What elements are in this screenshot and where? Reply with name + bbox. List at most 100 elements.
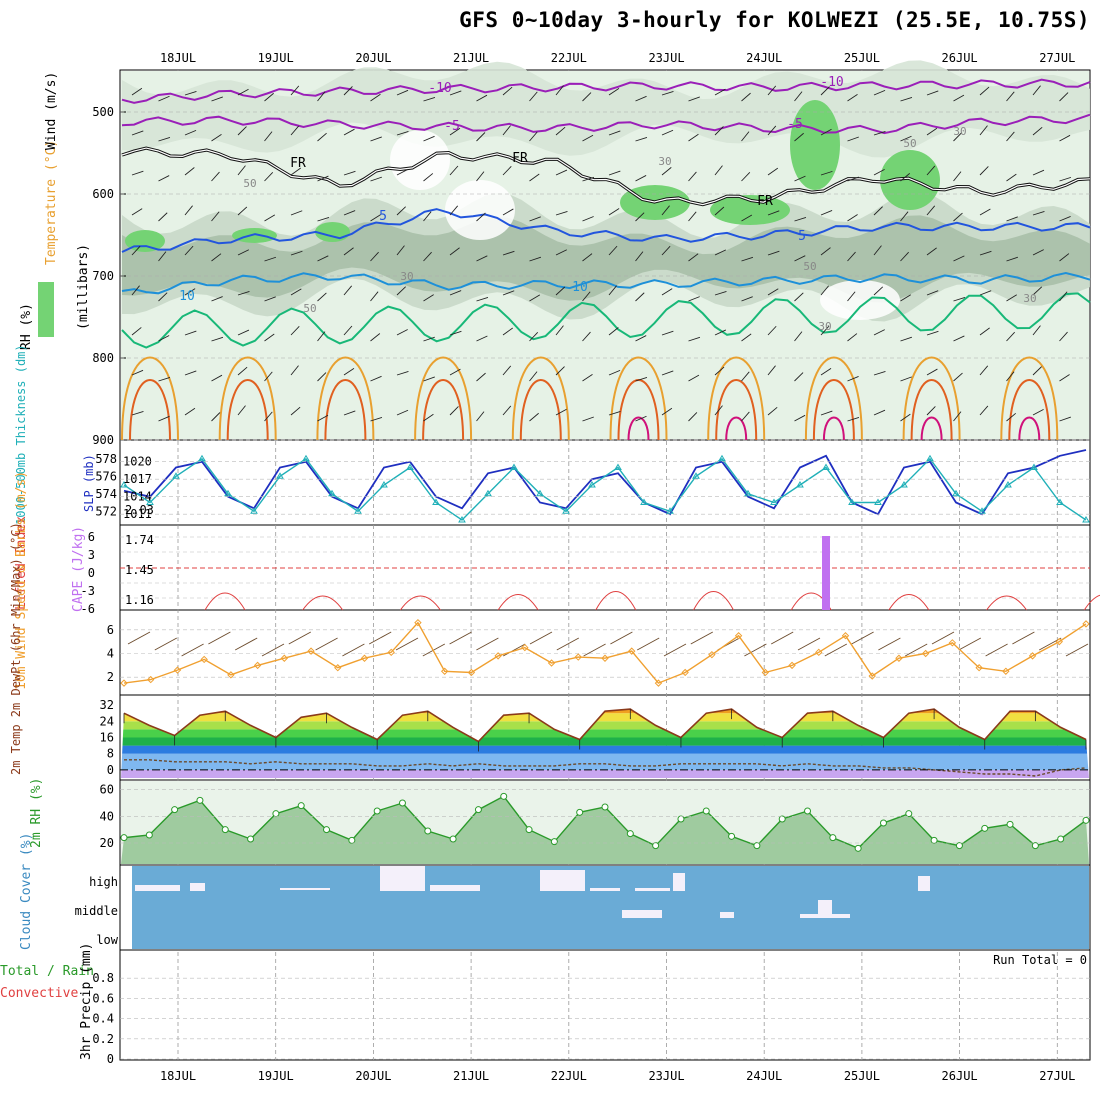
wind-barb [608, 285, 617, 296]
contour-label: 10 [572, 280, 588, 295]
rh-marker [930, 836, 938, 844]
wind-barb [290, 325, 300, 336]
wind-barb [529, 256, 542, 262]
thickness-marker [380, 481, 388, 488]
wind-barb-10m [610, 631, 633, 645]
temperature-contour-15 [121, 292, 1091, 349]
wind-barb [131, 208, 143, 216]
date-label-bottom: 27JUL [1039, 1069, 1075, 1083]
wind-barb [661, 167, 672, 176]
thickness-marker [172, 472, 180, 479]
wind-barb [555, 211, 568, 216]
wind-barb [582, 176, 595, 182]
wind-barb [1006, 131, 1015, 142]
wind-barb [317, 331, 326, 342]
wind-barb [900, 173, 911, 182]
cloud-high-block [380, 866, 425, 891]
wind-barb-10m [234, 637, 258, 651]
temperature-contour [121, 113, 1091, 135]
lifted-index-curve [302, 595, 344, 611]
thickness-marker [796, 481, 804, 488]
cloud-high-block [590, 888, 620, 891]
wind-barb-10m [127, 631, 151, 645]
wind-barb [502, 125, 511, 136]
wind-barb-10m [824, 643, 848, 657]
cape-tick: 1.74 [125, 533, 154, 547]
wind-barb [794, 217, 807, 222]
panel-frame [119, 609, 1091, 696]
wind-barb [264, 296, 276, 302]
wind-barb [237, 405, 246, 416]
date-label-bottom: 25JUL [844, 1069, 880, 1083]
precip-tick: 0.6 [92, 991, 114, 1005]
lifted-tick: -6 [81, 602, 95, 616]
wind-barb [158, 175, 170, 182]
wind-barb-10m [878, 637, 901, 651]
temperature-contour [121, 271, 1091, 295]
lifted-tick: 6 [88, 530, 95, 544]
wind-speed-marker [521, 643, 529, 652]
date-label-bottom: 20JUL [355, 1069, 391, 1083]
wind-barb [661, 205, 670, 216]
wind-barb [184, 245, 194, 256]
wind-barb [1006, 294, 1017, 302]
wind-speed-marker [815, 648, 823, 657]
thickness-marker [510, 463, 518, 470]
temperature-contour-25 [910, 379, 953, 441]
thickness-marker [822, 463, 830, 470]
wind-barb [423, 413, 434, 422]
wind-barb [953, 255, 965, 262]
wind-barb-10m [422, 643, 446, 657]
wind-barb [423, 336, 436, 342]
temperature-contour-25 [324, 379, 367, 441]
slp-line [123, 449, 1087, 516]
wind-barb [1032, 211, 1045, 216]
wind-speed-line [123, 621, 1087, 684]
wind-barb [264, 92, 274, 102]
rh-marker [348, 836, 356, 844]
cloud-high-block [673, 873, 685, 891]
wind-barb [635, 376, 648, 382]
wind-barb [741, 296, 753, 302]
wind-barb [794, 91, 803, 102]
rh-marker [1082, 816, 1090, 824]
wind-barb [714, 291, 727, 296]
precip-tick: 0.4 [92, 1012, 114, 1026]
wind-barb [688, 296, 700, 302]
wind-barb [290, 288, 302, 296]
wind-barb [873, 286, 884, 296]
wind-barb [608, 410, 621, 416]
wind-barb [714, 405, 723, 416]
wind-barb [184, 407, 196, 416]
cloud-mid-block [622, 910, 662, 918]
wind-speed-marker [841, 632, 850, 640]
rh-area [121, 796, 1089, 864]
contour-label: 10 [179, 289, 195, 304]
wind-barb [555, 85, 564, 96]
wind-speed-marker [414, 618, 422, 627]
wind-speed-marker [387, 648, 395, 657]
cloud-high-block [635, 888, 670, 891]
wind-barb [290, 167, 301, 176]
wind-speed-marker [547, 659, 556, 667]
wind-barb [608, 208, 620, 216]
wind-barb [953, 94, 965, 102]
wind-barb [900, 413, 911, 422]
cross-section: 500 600 700 800 900 -10 -10 -5 -5 FR FR FR 5 5 10 10 30 3… [19, 60, 1091, 447]
rh-green-patch [710, 195, 790, 225]
rh-marker [601, 803, 609, 811]
wind-barb [370, 416, 383, 422]
wind-barb [608, 130, 621, 136]
wind-speed-marker [895, 654, 903, 662]
wind-barb [873, 130, 886, 136]
thickness-marker [614, 463, 622, 470]
rh-marker [677, 815, 685, 823]
wind-barb [953, 297, 966, 302]
rh-contour-label: 50 [243, 177, 256, 190]
wind-barb [688, 171, 697, 182]
thickness-marker [666, 507, 674, 514]
wind-barb [688, 133, 699, 142]
rh-tick: 40 [100, 809, 114, 823]
wind-barb [423, 294, 434, 302]
